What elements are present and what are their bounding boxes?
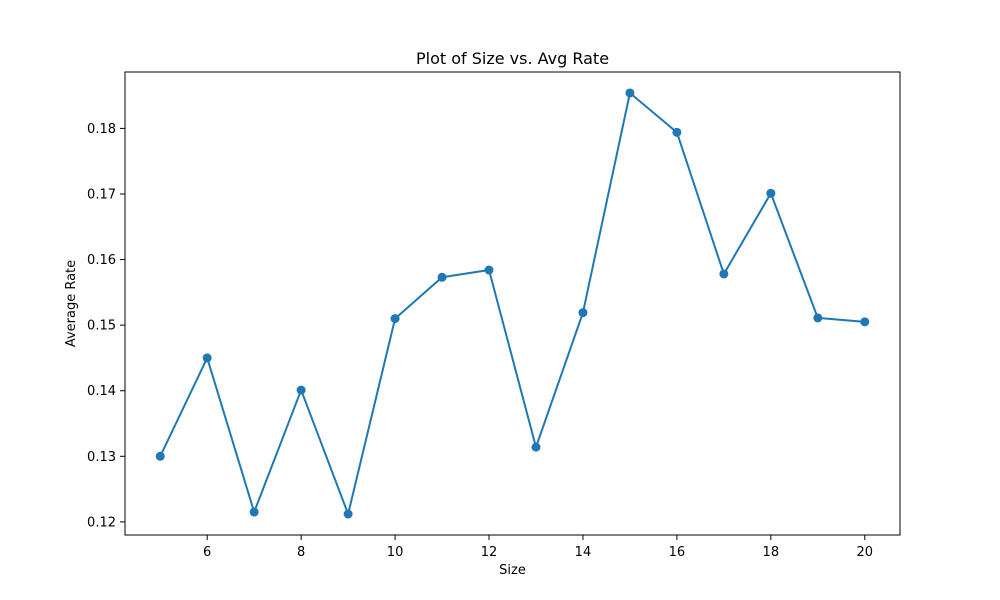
data-point-size-10 bbox=[390, 314, 400, 324]
y-tick-label: 0.12 bbox=[87, 515, 116, 530]
data-point-size-13 bbox=[531, 442, 541, 452]
y-tick-label: 0.13 bbox=[87, 450, 116, 465]
x-tick-label: 10 bbox=[387, 545, 404, 560]
x-tick-label: 20 bbox=[856, 545, 873, 560]
plot-frame bbox=[124, 71, 901, 536]
data-point-size-18 bbox=[766, 188, 776, 198]
y-tick-label: 0.17 bbox=[87, 187, 116, 202]
data-point-size-11 bbox=[437, 272, 447, 282]
y-tick-label: 0.16 bbox=[87, 253, 116, 268]
y-tick-label: 0.15 bbox=[87, 319, 116, 334]
series-layer bbox=[155, 88, 870, 519]
x-tick-label: 12 bbox=[481, 545, 498, 560]
x-tick-label: 8 bbox=[297, 545, 305, 560]
data-point-size-19 bbox=[813, 313, 823, 323]
y-axis-ticks: 0.12 0.13 0.14 0.15 0.16 0.17 0.18 bbox=[87, 122, 125, 530]
data-point-size-8 bbox=[296, 385, 306, 395]
y-tick-label: 0.14 bbox=[87, 384, 116, 399]
data-point-size-17 bbox=[719, 269, 729, 279]
y-axis-title: Average Rate bbox=[64, 260, 79, 347]
data-point-size-14 bbox=[578, 308, 588, 318]
data-point-size-20 bbox=[860, 317, 870, 327]
series-line bbox=[159, 91, 865, 516]
data-point-size-16 bbox=[672, 127, 682, 137]
data-point-size-7 bbox=[249, 507, 259, 517]
plot-background bbox=[125, 72, 900, 535]
data-point-size-15 bbox=[625, 88, 635, 98]
data-point-size-12 bbox=[484, 265, 494, 275]
x-axis-title: Size bbox=[499, 563, 526, 578]
y-tick-label: 0.18 bbox=[87, 122, 116, 137]
data-point-size-5 bbox=[155, 451, 165, 461]
x-tick-label: 18 bbox=[763, 545, 780, 560]
x-tick-label: 16 bbox=[669, 545, 686, 560]
x-axis-ticks: 6 8 10 12 14 16 18 20 bbox=[203, 535, 873, 560]
x-tick-label: 14 bbox=[575, 545, 592, 560]
chart-title: Plot of Size vs. Avg Rate bbox=[416, 49, 609, 68]
x-tick-label: 6 bbox=[203, 545, 211, 560]
data-point-size-6 bbox=[202, 353, 212, 363]
data-point-size-9 bbox=[343, 509, 353, 519]
